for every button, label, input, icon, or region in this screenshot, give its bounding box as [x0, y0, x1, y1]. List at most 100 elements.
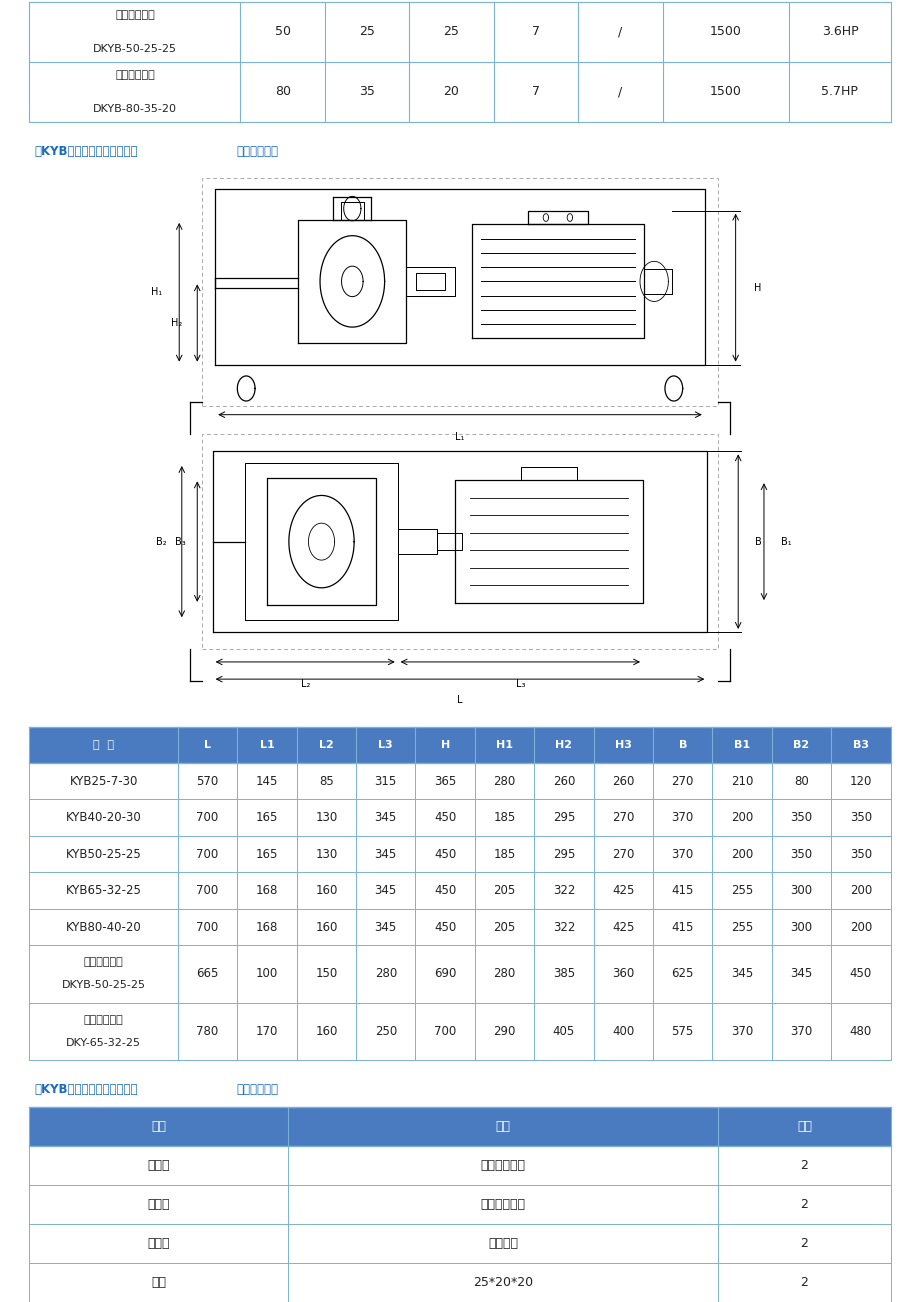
- Text: B₁: B₁: [779, 536, 790, 547]
- Text: 柴油动力型泵: 柴油动力型泵: [115, 70, 154, 79]
- Text: 625: 625: [671, 967, 693, 980]
- Text: 280: 280: [493, 967, 516, 980]
- Text: DKY-65-32-25: DKY-65-32-25: [66, 1038, 141, 1048]
- Text: 轴承: 轴承: [151, 1276, 166, 1289]
- Text: L3: L3: [378, 740, 392, 750]
- Text: 2: 2: [800, 1276, 808, 1289]
- Text: 205: 205: [493, 921, 516, 934]
- Text: /: /: [618, 86, 622, 98]
- Text: 185: 185: [493, 811, 516, 824]
- Text: 700: 700: [197, 811, 219, 824]
- Text: 345: 345: [374, 848, 396, 861]
- Text: 35: 35: [358, 86, 375, 98]
- Text: 450: 450: [434, 811, 456, 824]
- Text: 255: 255: [731, 921, 753, 934]
- Text: 7: 7: [531, 26, 539, 38]
- Text: H1: H1: [495, 740, 513, 750]
- Text: 400: 400: [611, 1025, 634, 1038]
- Text: 450: 450: [434, 848, 456, 861]
- Text: 370: 370: [789, 1025, 811, 1038]
- Text: L1: L1: [259, 740, 274, 750]
- Text: 300: 300: [789, 884, 811, 897]
- Text: 密封圈: 密封圈: [147, 1198, 170, 1211]
- Text: 200: 200: [849, 884, 871, 897]
- Text: 50: 50: [275, 26, 290, 38]
- Text: 370: 370: [731, 1025, 753, 1038]
- Text: 件数: 件数: [796, 1120, 811, 1133]
- Text: 130: 130: [315, 848, 337, 861]
- Text: 570: 570: [197, 775, 219, 788]
- Text: 425: 425: [611, 921, 634, 934]
- Text: 700: 700: [197, 921, 219, 934]
- Text: 425: 425: [611, 884, 634, 897]
- Text: DKYB-50-25-25: DKYB-50-25-25: [62, 980, 145, 991]
- Text: 575: 575: [671, 1025, 693, 1038]
- Text: 1500: 1500: [709, 26, 741, 38]
- Text: 200: 200: [731, 811, 753, 824]
- Text: 易损件细表：: 易损件细表：: [236, 1083, 278, 1096]
- Text: 350: 350: [789, 811, 811, 824]
- Text: 型  号: 型 号: [93, 740, 114, 750]
- Text: 322: 322: [552, 921, 574, 934]
- Text: /: /: [618, 26, 622, 38]
- Text: 柴油动力型泵: 柴油动力型泵: [84, 1014, 123, 1025]
- Text: 【KYB型移动式自吸滑板泵】: 【KYB型移动式自吸滑板泵】: [34, 1083, 138, 1096]
- Text: 168: 168: [255, 884, 278, 897]
- Polygon shape: [29, 727, 890, 763]
- Text: 进口骨架油封: 进口骨架油封: [480, 1159, 525, 1172]
- Text: KYB65-32-25: KYB65-32-25: [65, 884, 142, 897]
- Text: 280: 280: [374, 967, 396, 980]
- Polygon shape: [29, 1107, 890, 1146]
- Text: 290: 290: [493, 1025, 516, 1038]
- Text: 350: 350: [849, 811, 871, 824]
- Text: 370: 370: [671, 811, 693, 824]
- Text: 700: 700: [197, 884, 219, 897]
- Text: 【KYB型移动式自吸滑板泵】: 【KYB型移动式自吸滑板泵】: [34, 146, 138, 158]
- Text: 160: 160: [315, 884, 337, 897]
- Text: 270: 270: [611, 811, 634, 824]
- Text: 25*20*20: 25*20*20: [472, 1276, 532, 1289]
- Text: 255: 255: [731, 884, 753, 897]
- Text: 165: 165: [255, 811, 278, 824]
- Text: 165: 165: [255, 848, 278, 861]
- Text: 2: 2: [800, 1159, 808, 1172]
- Text: 耐油骨架油封: 耐油骨架油封: [480, 1198, 525, 1211]
- Text: 345: 345: [374, 811, 396, 824]
- Text: 295: 295: [552, 811, 574, 824]
- Text: 270: 270: [611, 848, 634, 861]
- Text: 295: 295: [552, 848, 574, 861]
- Text: 120: 120: [849, 775, 871, 788]
- Text: 5.7HP: 5.7HP: [821, 86, 857, 98]
- Text: 20: 20: [443, 86, 459, 98]
- Text: 柴油动力型泵: 柴油动力型泵: [84, 957, 123, 967]
- Text: KYB40-20-30: KYB40-20-30: [66, 811, 142, 824]
- Text: L₂: L₂: [301, 678, 310, 689]
- Text: 700: 700: [197, 848, 219, 861]
- Text: 270: 270: [671, 775, 693, 788]
- Text: 260: 260: [552, 775, 574, 788]
- Text: KYB50-25-25: KYB50-25-25: [66, 848, 142, 861]
- Text: 200: 200: [731, 848, 753, 861]
- Text: 700: 700: [434, 1025, 456, 1038]
- Text: L: L: [204, 740, 210, 750]
- Text: 405: 405: [552, 1025, 574, 1038]
- Text: 材料: 材料: [495, 1120, 510, 1133]
- Text: H3: H3: [614, 740, 631, 750]
- Text: H: H: [440, 740, 449, 750]
- Text: 160: 160: [315, 1025, 337, 1038]
- Text: 350: 350: [789, 848, 811, 861]
- Text: 25: 25: [358, 26, 375, 38]
- Text: L₃: L₃: [515, 678, 525, 689]
- Text: 160: 160: [315, 921, 337, 934]
- Text: 450: 450: [434, 884, 456, 897]
- Text: 480: 480: [849, 1025, 871, 1038]
- Text: 450: 450: [434, 921, 456, 934]
- Text: 80: 80: [275, 86, 290, 98]
- Text: 168: 168: [255, 921, 278, 934]
- Text: B: B: [754, 536, 761, 547]
- Text: KYB25-7-30: KYB25-7-30: [70, 775, 138, 788]
- Text: 415: 415: [671, 884, 693, 897]
- Text: KYB80-40-20: KYB80-40-20: [66, 921, 142, 934]
- Text: 360: 360: [611, 967, 634, 980]
- Text: 345: 345: [789, 967, 811, 980]
